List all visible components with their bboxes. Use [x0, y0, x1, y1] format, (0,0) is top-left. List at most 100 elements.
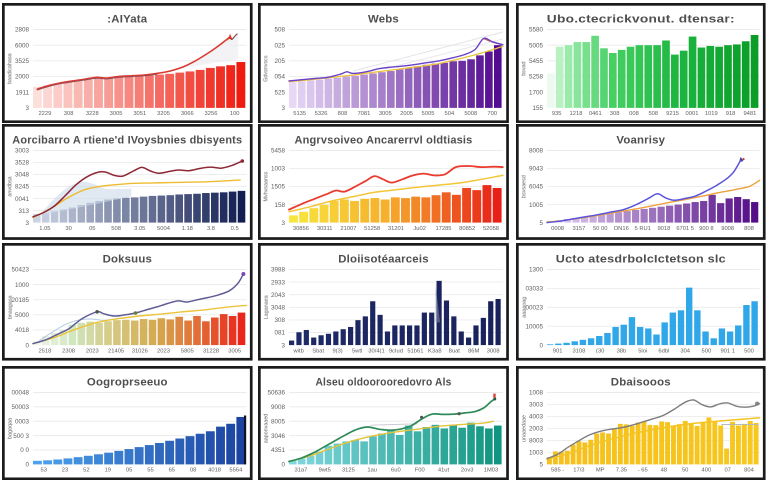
svg-text:Gdvsnvscs: Gdvsnvscs: [264, 56, 270, 83]
svg-text:Webs: Webs: [368, 14, 399, 26]
svg-text:6045: 6045: [529, 184, 543, 191]
svg-text:Oogroprseeuo: Oogroprseeuo: [87, 376, 168, 388]
svg-text:3: 3: [26, 105, 30, 112]
svg-text:05: 05: [89, 226, 95, 232]
svg-text:21405: 21405: [108, 349, 124, 355]
svg-text:504: 504: [445, 111, 455, 117]
svg-text:3125: 3125: [342, 467, 355, 473]
svg-text:525: 525: [275, 90, 286, 97]
svg-text::AIYata: :AIYata: [107, 14, 147, 26]
svg-text:205: 205: [275, 58, 286, 65]
svg-text:23: 23: [62, 467, 68, 473]
svg-text:5564: 5564: [229, 467, 243, 473]
svg-text:Ubo.ctecrickvonut. dtensar:: Ubo.ctecrickvonut. dtensar:: [547, 14, 735, 26]
svg-text:3528: 3528: [15, 160, 29, 167]
svg-text:4351: 4351: [271, 447, 285, 454]
svg-text:5005: 5005: [529, 43, 543, 50]
svg-text:30311: 30311: [317, 226, 333, 232]
svg-text:158: 158: [275, 202, 286, 209]
svg-text:2ov3: 2ov3: [461, 467, 474, 473]
svg-text:6u0: 6u0: [391, 467, 401, 473]
svg-text:9(3): 9(3): [333, 349, 343, 355]
svg-text:Dbaisooos: Dbaisooos: [611, 376, 671, 388]
svg-text:935: 935: [552, 111, 562, 117]
svg-text:80852: 80852: [459, 226, 475, 232]
svg-text:808: 808: [745, 226, 755, 232]
svg-text:3048: 3048: [271, 305, 285, 312]
svg-text:0003: 0003: [15, 418, 29, 425]
svg-text:bsvsaesd: bsvsaesd: [522, 175, 528, 198]
svg-text:2229: 2229: [38, 111, 51, 117]
svg-text:1000: 1000: [15, 282, 29, 289]
svg-text:0008: 0008: [552, 226, 565, 232]
svg-text:3005: 3005: [228, 349, 241, 355]
svg-text:500: 500: [702, 349, 712, 355]
svg-text:2308: 2308: [62, 349, 75, 355]
svg-text:1005: 1005: [529, 202, 543, 209]
svg-text:2933: 2933: [271, 280, 285, 287]
svg-text:3205: 3205: [157, 111, 170, 117]
svg-text:5loi: 5loi: [639, 349, 648, 355]
svg-text:5008: 5008: [465, 111, 478, 117]
svg-text:55: 55: [147, 467, 153, 473]
svg-text:5258: 5258: [529, 74, 543, 81]
svg-text:4018: 4018: [208, 467, 221, 473]
svg-text:2518: 2518: [38, 349, 51, 355]
svg-text:Laganaea: Laganaea: [264, 296, 270, 320]
svg-text:9215: 9215: [667, 111, 680, 117]
svg-text:901: 901: [553, 349, 563, 355]
svg-text:0: 0: [26, 343, 30, 350]
svg-text:31228: 31228: [203, 349, 219, 355]
svg-text:1au: 1au: [368, 467, 378, 473]
svg-text:008: 008: [630, 111, 640, 117]
svg-text:508: 508: [111, 226, 121, 232]
svg-text:9481: 9481: [744, 111, 757, 117]
svg-text:9wt5: 9wt5: [319, 467, 331, 473]
svg-text:3005: 3005: [110, 111, 123, 117]
svg-text:41ut: 41ut: [438, 467, 450, 473]
svg-text:20185: 20185: [12, 297, 30, 304]
svg-text:3988: 3988: [271, 267, 285, 274]
svg-text:aaaaoag: aaaaoag: [522, 297, 528, 318]
svg-text:3157: 3157: [573, 226, 586, 232]
svg-text:Doksuus: Doksuus: [103, 254, 152, 266]
svg-text:5326: 5326: [315, 111, 328, 117]
svg-text:38b: 38b: [617, 349, 627, 355]
svg-text:804: 804: [745, 467, 755, 473]
svg-text:4018: 4018: [15, 328, 29, 335]
svg-text:3008: 3008: [487, 349, 500, 355]
svg-text:3525: 3525: [15, 58, 29, 65]
svg-text:0: 0: [540, 343, 544, 350]
svg-text:500 3: 500 3: [13, 432, 29, 439]
svg-text:3108: 3108: [573, 349, 586, 355]
svg-text:31201: 31201: [388, 226, 404, 232]
svg-text:1019: 1019: [705, 111, 718, 117]
svg-text:03033: 03033: [526, 286, 544, 293]
svg-text:unaaedaae: unaaedaae: [522, 415, 528, 442]
svg-text:K3a8: K3a8: [428, 349, 442, 355]
svg-text:500: 500: [745, 349, 755, 355]
svg-text:308: 308: [610, 111, 620, 117]
svg-text:0 0: 0 0: [20, 447, 29, 454]
svg-text:808: 808: [338, 111, 348, 117]
svg-text:2808: 2808: [15, 27, 29, 34]
svg-text:100: 100: [230, 111, 240, 117]
svg-text:8uat: 8uat: [449, 349, 461, 355]
svg-text:aaponvaaed: aaponvaaed: [264, 413, 270, 443]
svg-text:Mvhvsaanss: Mvhvsaanss: [264, 172, 270, 202]
svg-text:5: 5: [540, 220, 544, 227]
svg-text:6701 5: 6701 5: [677, 226, 695, 232]
svg-text:3.05: 3.05: [134, 226, 145, 232]
svg-text:50: 50: [682, 467, 688, 473]
svg-text:Ucto atesdrbolcIctetson slc: Ucto atesdrbolcIctetson slc: [556, 254, 726, 266]
svg-text:0001: 0001: [686, 111, 699, 117]
svg-text:3228: 3228: [86, 111, 99, 117]
svg-text:3256: 3256: [205, 111, 218, 117]
svg-text:585 -: 585 -: [551, 467, 564, 473]
svg-text:Alseu oldoorooredovro Als: Alseu oldoorooredovro Als: [316, 376, 452, 388]
svg-text:3003: 3003: [15, 148, 29, 155]
svg-text:8245: 8245: [15, 184, 29, 191]
svg-text:5135: 5135: [294, 111, 307, 117]
svg-text:0.5: 0.5: [231, 226, 239, 232]
svg-text:6dbl: 6dbl: [659, 349, 670, 355]
